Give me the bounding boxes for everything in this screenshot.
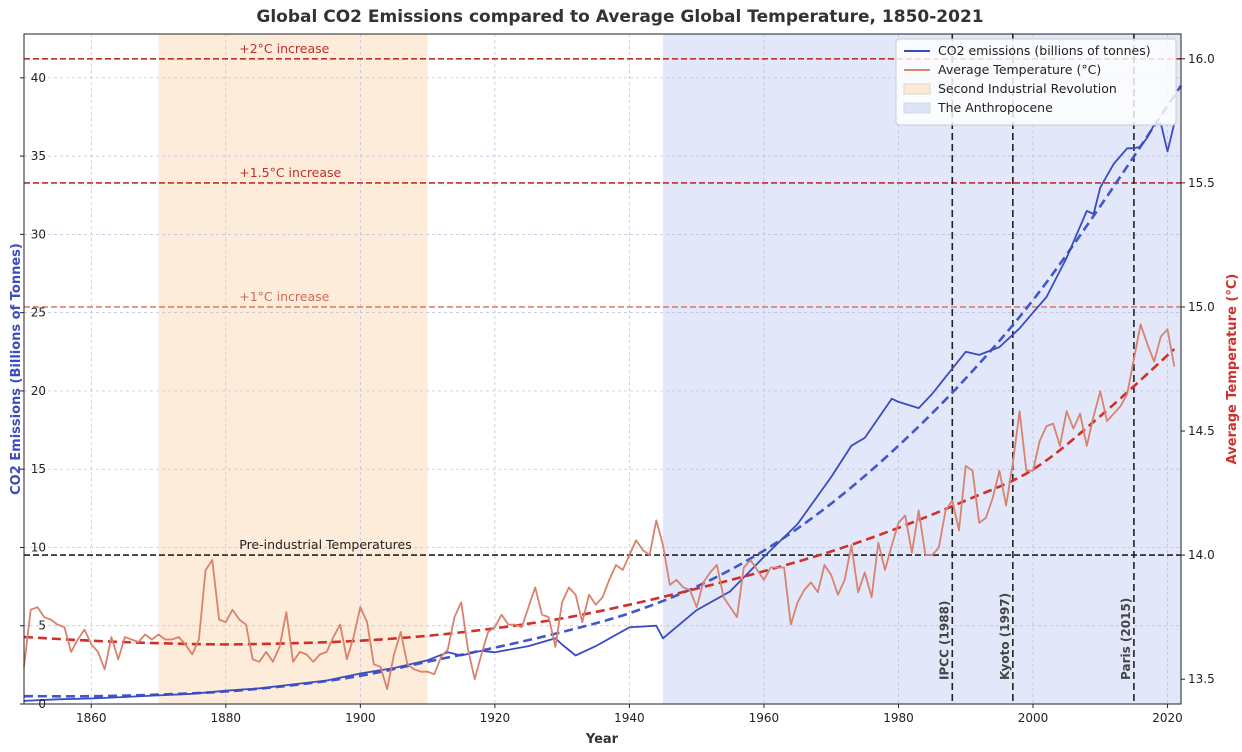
series-line-co2-emissions-billions-of-tonnes xyxy=(23,122,1176,702)
ref-label-1-c-increase: +1°C increase xyxy=(239,289,329,304)
y-left-tick-label-10: 10 xyxy=(31,540,46,554)
plot-frame xyxy=(23,33,1182,705)
y-right-tick-label-13.5: 13.5 xyxy=(1188,672,1215,686)
ref-label-pre-industrial-temperatures: Pre-industrial Temperatures xyxy=(239,537,411,552)
x-tick-label-1920: 1920 xyxy=(480,711,511,725)
background-spans xyxy=(158,34,1181,704)
legend-label-the-anthropocene: The Anthropocene xyxy=(937,100,1053,115)
x-tick-label-2000: 2000 xyxy=(1018,711,1049,725)
x-tick-label-1980: 1980 xyxy=(883,711,914,725)
y-left-tick-label-25: 25 xyxy=(31,306,46,320)
event-label-1988: IPCC (1988) xyxy=(937,601,951,680)
y-right-tick-label-16: 16.0 xyxy=(1188,52,1215,66)
y-left-tick-label-0: 0 xyxy=(38,697,46,711)
x-tick-label-1900: 1900 xyxy=(345,711,376,725)
y-left-tick-label-35: 35 xyxy=(31,149,46,163)
event-label-1997: Kyoto (1997) xyxy=(998,593,1012,680)
span-the-anthropocene xyxy=(663,34,1181,704)
x-tick-label-1880: 1880 xyxy=(211,711,242,725)
ref-label-2-c-increase: +2°C increase xyxy=(239,41,329,56)
y-left-tick-label-20: 20 xyxy=(31,384,46,398)
axis-ticks: 1860 1880 1900 1920 1940 1960 1980 2000 2020 13.5… xyxy=(20,52,1215,725)
ref-label-1-5-c-increase: +1.5°C increase xyxy=(239,165,341,180)
x-axis-label: Year xyxy=(585,732,619,747)
y-left-tick-label-15: 15 xyxy=(31,462,46,476)
y-left-tick-label-40: 40 xyxy=(31,71,46,85)
legend-label-co2-emissions-billions-of-tonnes: CO2 emissions (billions of tonnes) xyxy=(938,43,1151,58)
trend-line-average-temperature-c xyxy=(23,348,1176,646)
legend: CO2 emissions (billions of tonnes) Averag… xyxy=(895,38,1177,126)
y-right-tick-label-15.5: 15.5 xyxy=(1188,176,1215,190)
legend-label-second-industrial-revolution: Second Industrial Revolution xyxy=(938,81,1117,96)
series-line-average-temperature-c xyxy=(23,323,1176,690)
legend-box xyxy=(895,38,1177,126)
y-right-tick-label-14: 14.0 xyxy=(1188,548,1215,562)
chart-title: Global CO2 Emissions compared to Average… xyxy=(256,7,983,27)
x-tick-label-1940: 1940 xyxy=(614,711,645,725)
legend-swatch-the-anthropocene xyxy=(903,102,931,114)
data-series xyxy=(23,122,1176,702)
y-axis-label-left: CO2 Emissions (Billions of Tonnes) xyxy=(9,243,24,495)
legend-label-average-temperature-c: Average Temperature (°C) xyxy=(938,62,1101,77)
x-tick-label-1860: 1860 xyxy=(76,711,107,725)
span-second-industrial-revolution xyxy=(158,34,428,704)
y-axis-label-right: Average Temperature (°C) xyxy=(1225,274,1240,465)
legend-swatch-second-industrial-revolution xyxy=(903,83,931,95)
y-left-tick-label-30: 30 xyxy=(31,227,46,241)
y-right-tick-label-15: 15.0 xyxy=(1188,300,1215,314)
event-label-2015: Paris (2015) xyxy=(1119,598,1133,680)
y-left-tick-label-5: 5 xyxy=(38,619,46,633)
x-tick-label-2020: 2020 xyxy=(1152,711,1183,725)
y-right-tick-label-14.5: 14.5 xyxy=(1188,424,1215,438)
x-tick-label-1960: 1960 xyxy=(749,711,780,725)
